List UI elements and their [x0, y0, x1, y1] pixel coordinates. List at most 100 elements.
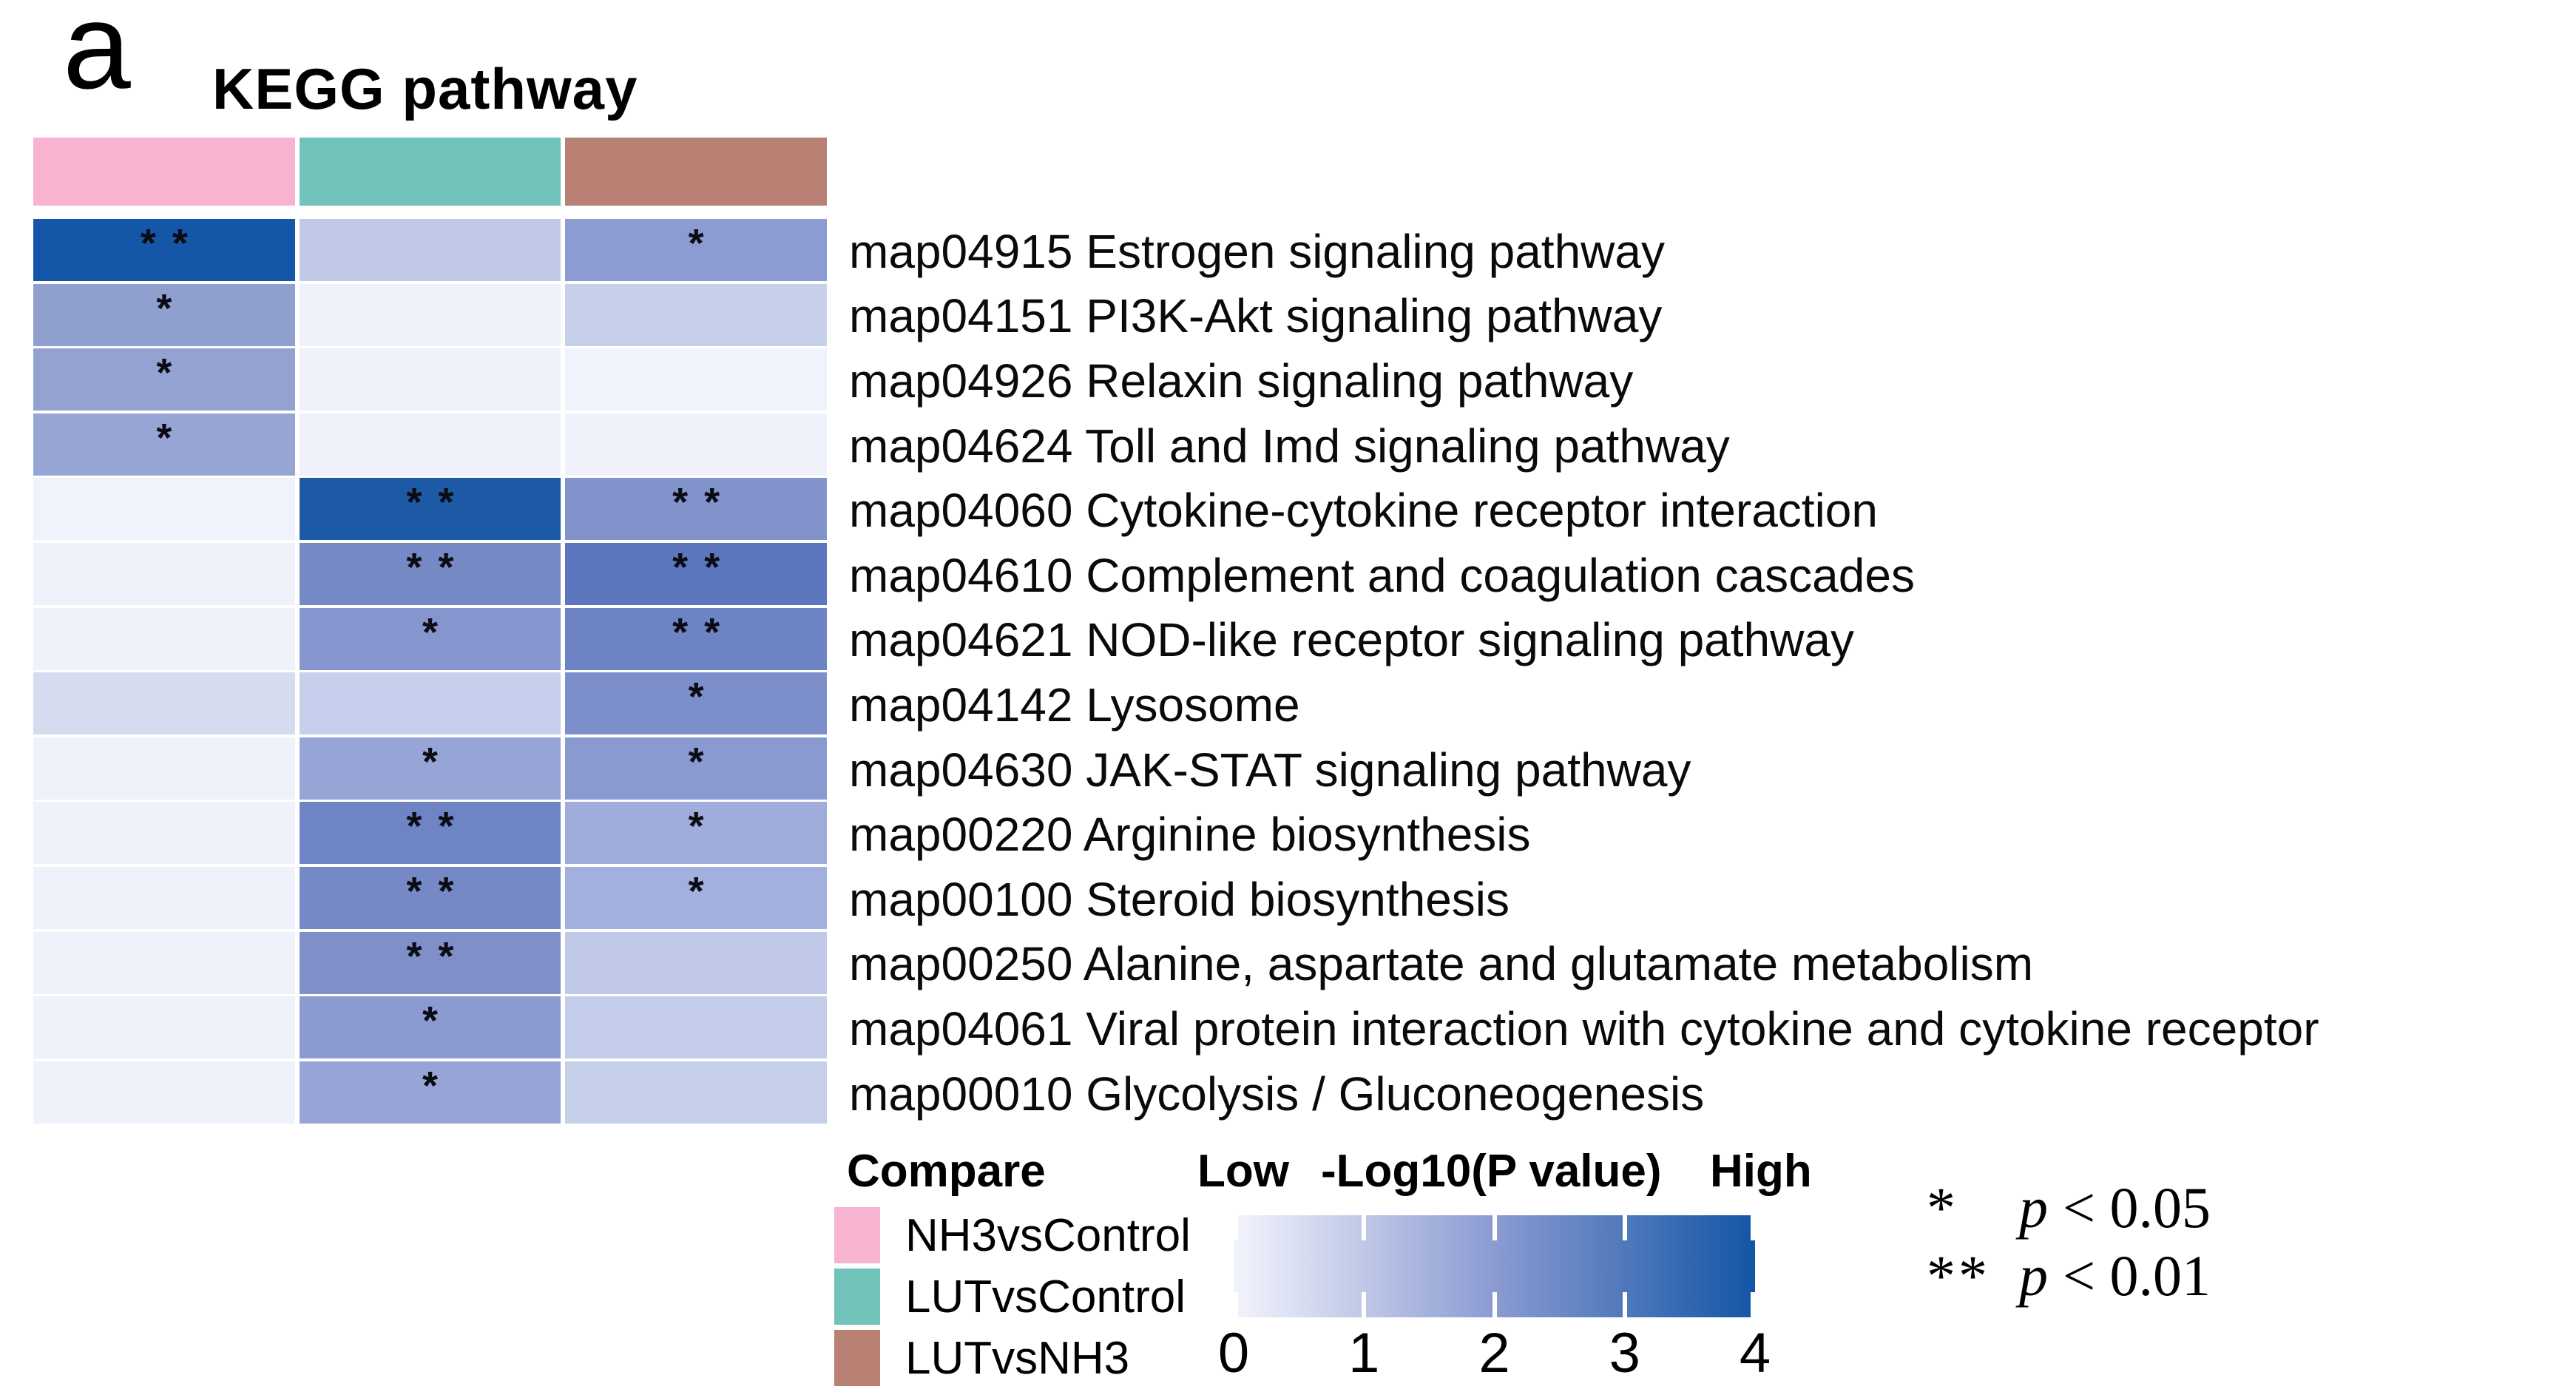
heatmap-cell — [33, 672, 295, 735]
column-header-LUTvsControl — [299, 138, 561, 206]
colorbar-gradient — [1234, 1215, 1755, 1317]
significance-marker: ** — [672, 544, 737, 590]
heatmap-cell — [299, 219, 561, 281]
heatmap-cell: * — [299, 737, 561, 800]
colorbar-tick — [1751, 1215, 1755, 1240]
heatmap-cell — [33, 1061, 295, 1124]
colorbar-tick-label: 4 — [1739, 1322, 1771, 1385]
heatmap-cell: * — [565, 866, 827, 929]
colorbar-high-label: High — [1710, 1146, 1812, 1197]
heatmap-cell: ** — [299, 931, 561, 994]
legend-item-LUTvsControl: LUTvsControl — [834, 1269, 1191, 1325]
colorbar-tick — [1362, 1292, 1367, 1317]
colorbar-tick-label: 1 — [1348, 1322, 1380, 1385]
heatmap-cell: * — [565, 737, 827, 800]
heatmap-cell: ** — [299, 542, 561, 605]
pathway-label: map04915 Estrogen signaling pathway — [849, 224, 1665, 278]
legend-swatch — [834, 1269, 880, 1325]
chart-title: KEGG pathway — [212, 56, 638, 121]
heatmap-cell — [33, 478, 295, 541]
pathway-label: map04142 Lysosome — [849, 678, 1300, 732]
heatmap-cell: ** — [299, 802, 561, 865]
heatmap-cell — [33, 607, 295, 670]
heatmap-cell: * — [33, 348, 295, 411]
heatmap-grid: ** * * * * ** ** ** ** * ** * * * ** * ** * ** * * — [33, 219, 827, 1124]
legend-title: Compare — [847, 1146, 1046, 1197]
colorbar-tick-labels: 0 1 2 3 4 — [1218, 1321, 1771, 1388]
p-threshold: < 0.01 — [2063, 1243, 2211, 1308]
legend-swatch — [834, 1207, 880, 1263]
heatmap-cell — [565, 413, 827, 476]
colorbar-tick — [1492, 1292, 1497, 1317]
p-letter: p — [2019, 1175, 2048, 1240]
heatmap-cell — [299, 672, 561, 735]
heatmap-cell — [299, 413, 561, 476]
legend-label: LUTvsNH3 — [905, 1332, 1130, 1384]
heatmap-cell: * — [565, 802, 827, 865]
significance-marker: ** — [406, 544, 470, 590]
heatmap-cell — [565, 931, 827, 994]
significance-symbol: ** — [1927, 1243, 1990, 1308]
pathway-label: map04060 Cytokine-cytokine receptor inte… — [849, 484, 1878, 538]
heatmap-cell: ** — [565, 478, 827, 541]
heatmap-cell: * — [565, 219, 827, 281]
column-header-NH3vsControl — [33, 138, 295, 206]
colorbar-tick — [1234, 1292, 1238, 1317]
heatmap-cell: ** — [565, 542, 827, 605]
significance-marker: * — [422, 739, 454, 784]
pathway-row-labels: map04915 Estrogen signaling pathway map04… — [849, 219, 2319, 1126]
significance-marker: ** — [140, 221, 204, 266]
heatmap-cell: ** — [299, 866, 561, 929]
significance-marker: * — [422, 999, 454, 1044]
heatmap-cell — [565, 996, 827, 1059]
pathway-label: map04621 NOD-like receptor signaling pat… — [849, 613, 1854, 667]
pathway-label: map00250 Alanine, aspartate and glutamat… — [849, 937, 2034, 991]
significance-marker: * — [156, 351, 189, 396]
heatmap-cell: * — [33, 413, 295, 476]
heatmap-cell: ** — [565, 607, 827, 670]
heatmap-cell — [33, 996, 295, 1059]
significance-marker: ** — [406, 804, 470, 849]
significance-marker: ** — [406, 868, 470, 913]
heatmap-cell: * — [565, 672, 827, 735]
colorbar-tick-label: 3 — [1609, 1322, 1640, 1385]
colorbar-tick — [1234, 1215, 1238, 1240]
pathway-label: map04630 JAK-STAT signaling pathway — [849, 743, 1691, 797]
significance-marker: * — [156, 286, 189, 331]
significance-marker: ** — [672, 609, 737, 655]
heatmap-cell: * — [299, 996, 561, 1059]
colorbar-title: -Log10(P value) — [1321, 1146, 1662, 1197]
heatmap-column-headers — [33, 138, 827, 206]
heatmap-cell: ** — [33, 219, 295, 281]
legend-item-NH3vsControl: NH3vsControl — [834, 1207, 1191, 1263]
heatmap-cell: ** — [299, 478, 561, 541]
pathway-label: map00100 Steroid biosynthesis — [849, 872, 1510, 926]
legend-item-LUTvsNH3: LUTvsNH3 — [834, 1330, 1191, 1386]
significance-marker: * — [688, 675, 720, 720]
heatmap-cell — [33, 542, 295, 605]
significance-marker: ** — [672, 480, 737, 525]
pathway-label: map00220 Arginine biosynthesis — [849, 808, 1531, 862]
pathway-label: map04610 Complement and coagulation casc… — [849, 548, 1915, 602]
heatmap-cell — [299, 283, 561, 346]
legend-label: LUTvsControl — [905, 1271, 1186, 1323]
significance-marker: * — [688, 868, 720, 913]
compare-legend: NH3vsControl LUTvsControl LUTvsNH3 — [834, 1207, 1191, 1386]
significance-symbol: * — [1927, 1175, 1958, 1240]
heatmap-cell: * — [33, 283, 295, 346]
colorbar-tick — [1751, 1292, 1755, 1317]
heatmap-cell — [565, 283, 827, 346]
significance-marker: * — [156, 415, 189, 460]
significance-marker: * — [688, 804, 720, 849]
heatmap-cell — [33, 802, 295, 865]
significance-note: ** p < 0.01 — [1927, 1243, 2211, 1311]
significance-marker: ** — [406, 933, 470, 979]
colorbar-tick — [1622, 1215, 1627, 1240]
pathway-label: map04624 Toll and Imd signaling pathway — [849, 419, 1730, 473]
heatmap-cell — [299, 348, 561, 411]
significance-marker: * — [688, 221, 720, 266]
significance-notes: * p < 0.05 ** p < 0.01 — [1927, 1175, 2211, 1311]
heatmap-cell: * — [299, 607, 561, 670]
significance-marker: ** — [406, 480, 470, 525]
